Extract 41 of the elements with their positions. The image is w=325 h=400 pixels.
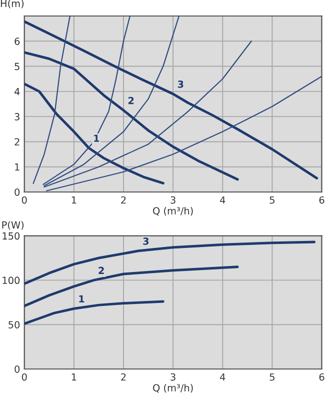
y-tick-label: 1 [15,163,20,171]
line-series [24,82,164,184]
x-axis-title: Q (m³/h) [153,384,193,393]
series-label: 2 [98,266,104,274]
y-tick-label: 0 [14,365,20,373]
y-tick-label: 6 [14,38,20,45]
y-tick-label: 0 [14,188,20,196]
x-tick-label: 4 [220,196,226,204]
x-tick-label: 1 [72,373,76,381]
x-tick-label: 0 [22,196,27,204]
x-tick-label: 5 [270,373,274,381]
x-tick-label: 6 [319,373,324,381]
y-tick-label: 2 [14,138,20,146]
line-series [24,266,239,308]
y-tick-label: 50 [8,321,20,328]
x-tick-label: 4 [220,373,226,381]
series-label: 1 [94,134,100,142]
line-series [24,51,239,181]
series-label: 1 [79,295,84,302]
y-tick-label: 100 [2,276,20,284]
x-axis-title: Q (m³/h) [153,206,193,216]
line-series [32,16,71,184]
y-tick-label: 5 [14,62,20,70]
line-series [46,76,322,192]
x-tick-label: 1 [72,196,76,204]
x-tick-label: 5 [270,196,274,204]
x-tick-label: 2 [121,373,126,381]
y-tick-label: 4 [14,88,20,96]
y-axis-title: P(W) [2,221,24,230]
x-tick-label: 3 [170,373,176,381]
y-tick-label: 150 [2,232,20,240]
x-tick-label: 2 [121,196,126,204]
series-label: 3 [143,237,149,245]
line-series [24,20,318,180]
series-label: 2 [128,96,134,104]
series-label: 3 [178,80,184,88]
x-tick-label: 0 [22,373,27,381]
x-tick-label: 3 [170,196,176,204]
y-tick-label: 3 [14,113,20,120]
y-axis-title: H(m) [0,0,24,8]
x-tick-label: 6 [319,196,324,204]
